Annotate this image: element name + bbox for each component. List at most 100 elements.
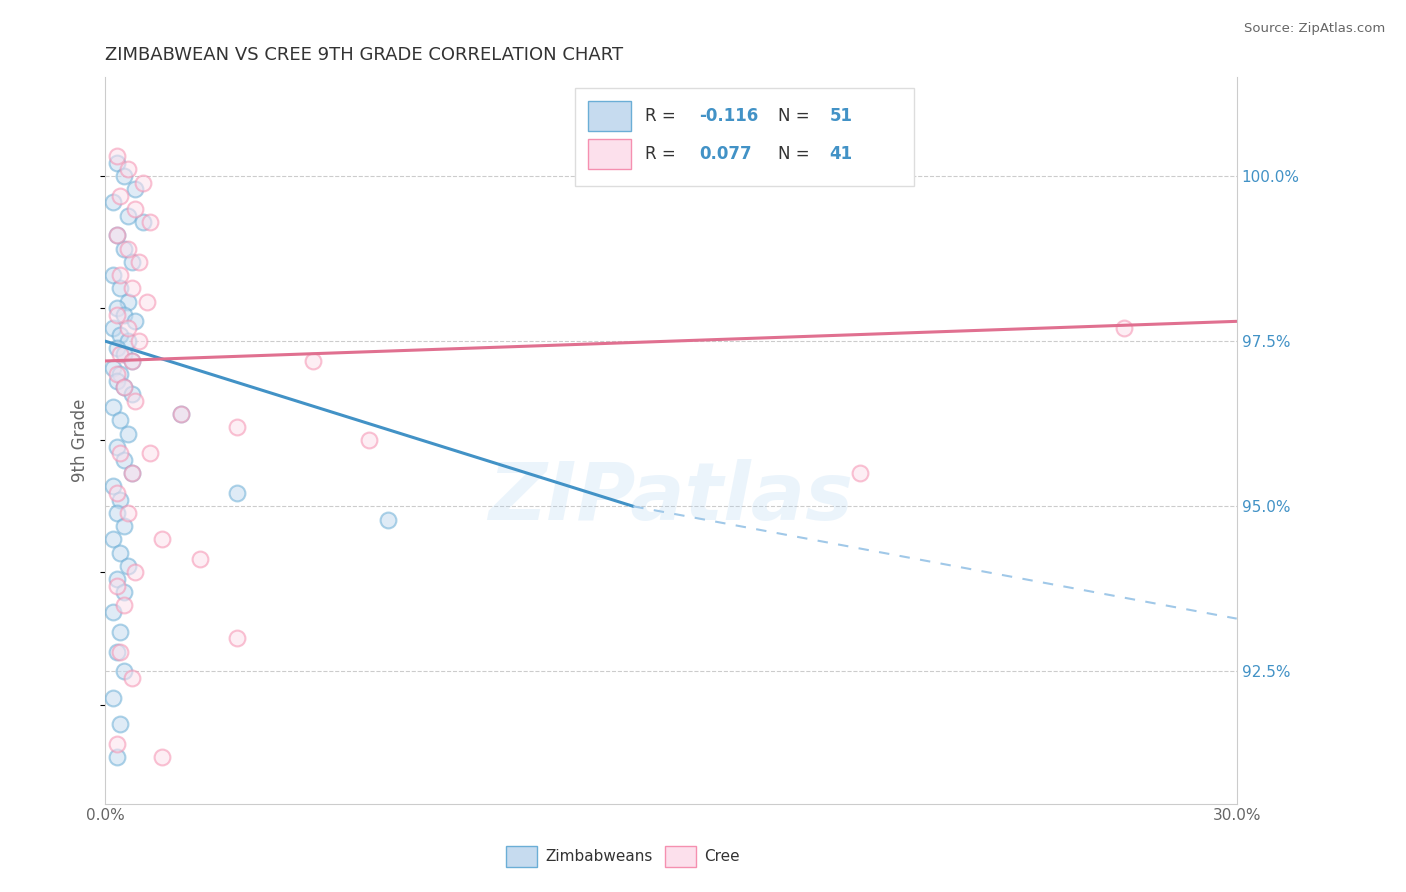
- Point: [226, 420, 249, 434]
- Text: Source: ZipAtlas.com: Source: ZipAtlas.com: [1244, 22, 1385, 36]
- Point: [101, 401, 124, 415]
- Point: [105, 155, 128, 169]
- Point: [301, 354, 323, 368]
- Point: [121, 255, 143, 269]
- Text: ZIPatlas: ZIPatlas: [488, 459, 853, 537]
- Point: [110, 624, 132, 639]
- Point: [112, 585, 135, 599]
- Point: [128, 334, 150, 348]
- Text: 41: 41: [830, 145, 852, 163]
- Y-axis label: 9th Grade: 9th Grade: [72, 399, 89, 482]
- Point: [124, 566, 146, 580]
- Point: [112, 599, 135, 613]
- Point: [121, 354, 143, 368]
- Point: [188, 552, 211, 566]
- Point: [105, 506, 128, 520]
- Point: [117, 558, 139, 573]
- Text: Zimbabweans: Zimbabweans: [546, 849, 652, 863]
- Point: [105, 486, 128, 500]
- Text: -0.116: -0.116: [699, 107, 758, 125]
- Point: [101, 195, 124, 210]
- Point: [101, 268, 124, 282]
- Text: N =: N =: [779, 145, 815, 163]
- Point: [101, 605, 124, 619]
- Point: [110, 413, 132, 427]
- Point: [117, 209, 139, 223]
- Point: [112, 347, 135, 361]
- Point: [110, 327, 132, 342]
- Text: N =: N =: [779, 107, 815, 125]
- Point: [105, 750, 128, 764]
- Point: [112, 380, 135, 394]
- Point: [169, 407, 191, 421]
- Point: [105, 149, 128, 163]
- Point: [101, 479, 124, 493]
- Point: [112, 453, 135, 467]
- Text: R =: R =: [645, 145, 681, 163]
- Point: [110, 717, 132, 731]
- Point: [112, 380, 135, 394]
- Point: [117, 294, 139, 309]
- Point: [110, 645, 132, 659]
- Point: [105, 301, 128, 315]
- Point: [110, 367, 132, 381]
- Point: [135, 294, 157, 309]
- Point: [105, 374, 128, 388]
- Text: Cree: Cree: [704, 849, 740, 863]
- FancyBboxPatch shape: [588, 138, 631, 169]
- Point: [121, 467, 143, 481]
- Point: [121, 467, 143, 481]
- Point: [139, 446, 162, 460]
- Point: [132, 176, 155, 190]
- Point: [105, 367, 128, 381]
- Point: [101, 360, 124, 375]
- Point: [377, 512, 399, 526]
- Point: [110, 545, 132, 559]
- Point: [139, 215, 162, 229]
- Point: [226, 632, 249, 646]
- Point: [124, 314, 146, 328]
- Point: [117, 334, 139, 348]
- Text: 0.077: 0.077: [699, 145, 752, 163]
- Point: [121, 281, 143, 295]
- Text: ZIMBABWEAN VS CREE 9TH GRADE CORRELATION CHART: ZIMBABWEAN VS CREE 9TH GRADE CORRELATION…: [105, 46, 623, 64]
- Point: [110, 492, 132, 507]
- Point: [110, 281, 132, 295]
- Point: [1112, 321, 1135, 335]
- Point: [117, 162, 139, 177]
- Point: [110, 189, 132, 203]
- Point: [112, 519, 135, 533]
- Point: [112, 308, 135, 322]
- Point: [121, 387, 143, 401]
- Point: [110, 347, 132, 361]
- Point: [110, 268, 132, 282]
- Point: [117, 242, 139, 256]
- Text: 51: 51: [830, 107, 852, 125]
- Point: [124, 202, 146, 216]
- Point: [112, 665, 135, 679]
- Text: R =: R =: [645, 107, 681, 125]
- Point: [112, 169, 135, 183]
- Point: [105, 579, 128, 593]
- Point: [117, 506, 139, 520]
- Point: [124, 182, 146, 196]
- Point: [117, 426, 139, 441]
- Point: [101, 533, 124, 547]
- Point: [110, 446, 132, 460]
- Point: [169, 407, 191, 421]
- Point: [121, 671, 143, 685]
- Point: [124, 393, 146, 408]
- Point: [105, 645, 128, 659]
- Point: [112, 242, 135, 256]
- Point: [226, 486, 249, 500]
- FancyBboxPatch shape: [575, 87, 914, 186]
- Point: [105, 737, 128, 751]
- Point: [101, 321, 124, 335]
- Point: [117, 321, 139, 335]
- Point: [105, 341, 128, 355]
- Point: [105, 228, 128, 243]
- Point: [128, 255, 150, 269]
- Point: [121, 354, 143, 368]
- Point: [105, 308, 128, 322]
- Point: [105, 440, 128, 454]
